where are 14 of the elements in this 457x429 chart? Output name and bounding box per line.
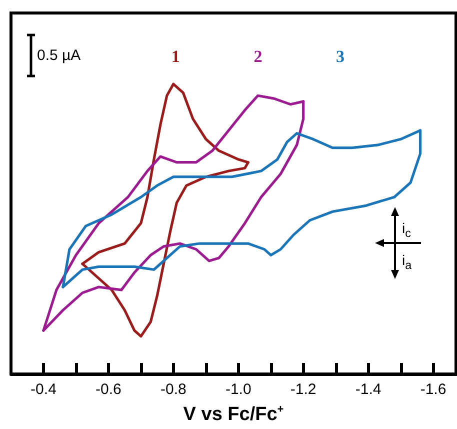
x-tick-label: -0.6 <box>96 381 122 398</box>
x-tick-label: -1.6 <box>420 381 446 398</box>
text: 0.5 µA <box>37 47 81 64</box>
x-tick-label: -1.0 <box>225 381 252 398</box>
x-axis-title: V vs Fc/Fc+ <box>183 404 284 425</box>
x-tick-label: -1.2 <box>290 381 316 398</box>
text: 3 <box>336 47 345 66</box>
annotation: i$_{a}$ <box>402 252 412 272</box>
x-tick-label: -0.8 <box>160 381 186 398</box>
series-label: 1 <box>171 47 180 66</box>
annotation: i$_{c}$ <box>402 220 411 240</box>
x-tick-label: -1.4 <box>355 381 382 398</box>
series-label: 2 <box>254 47 262 66</box>
x-tick-label: -0.4 <box>30 381 56 398</box>
